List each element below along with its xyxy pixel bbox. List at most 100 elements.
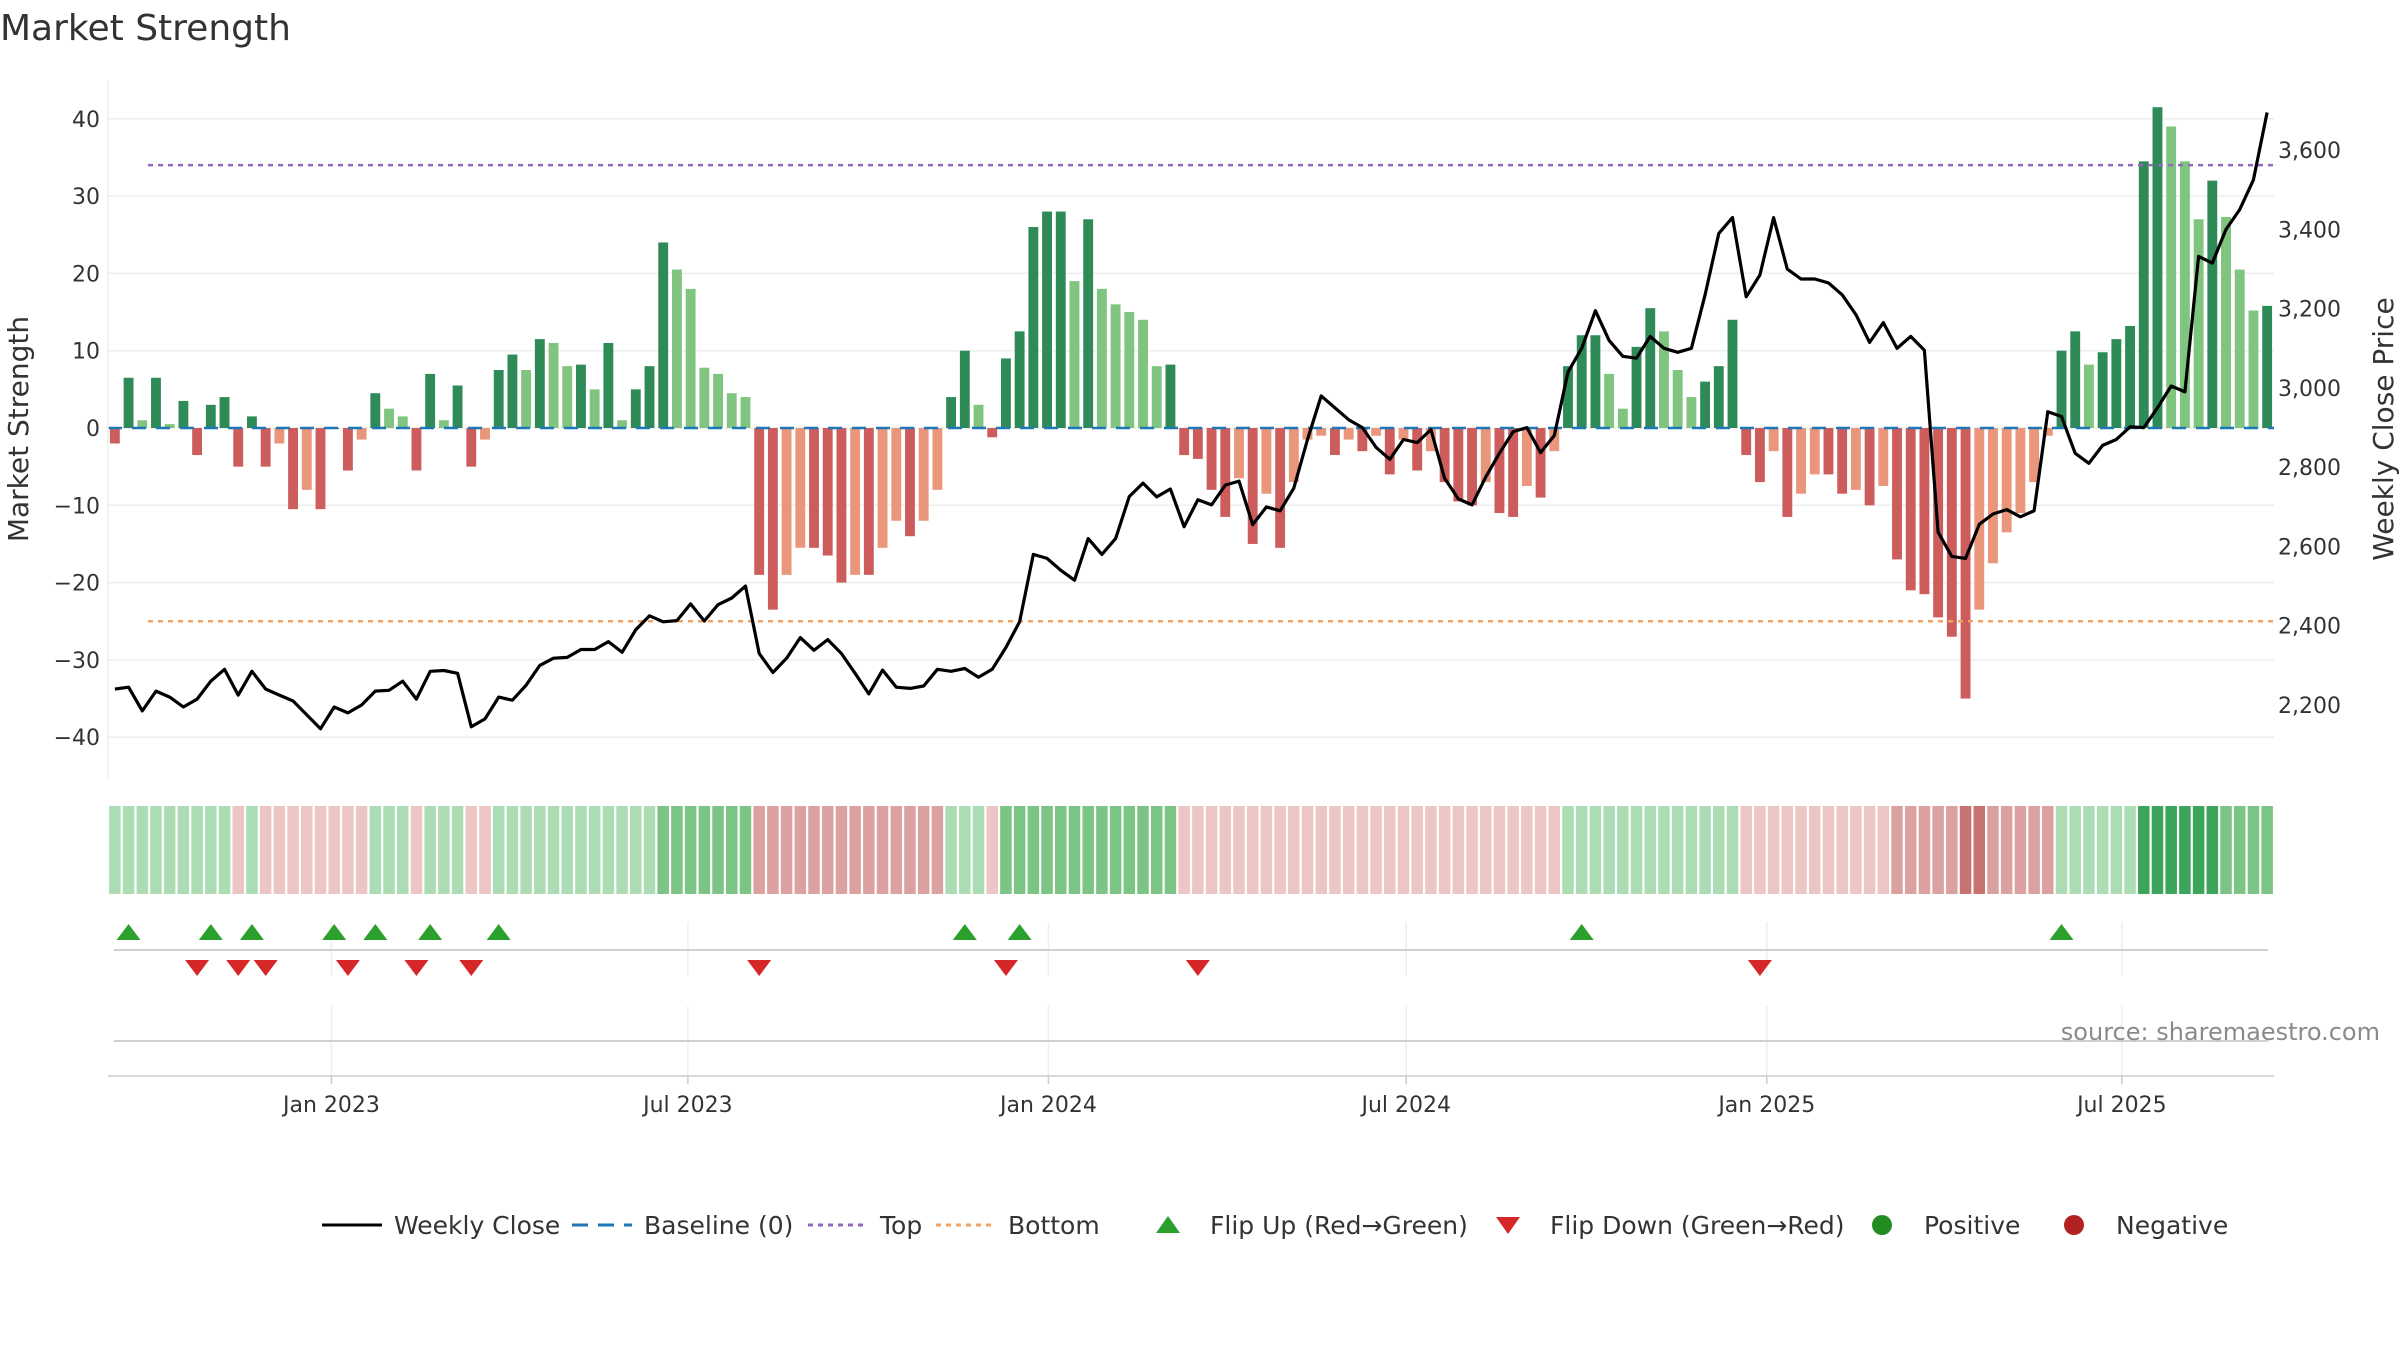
regime-cell <box>1384 806 1396 894</box>
regime-cell <box>1233 806 1245 894</box>
strength-bar <box>205 404 216 428</box>
strength-bar <box>1809 428 1820 475</box>
regime-cell <box>1630 806 1643 894</box>
strength-bar <box>1357 428 1368 452</box>
regime-cell <box>698 806 711 894</box>
right-tick-label: 3,400 <box>2278 218 2341 243</box>
regime-cell <box>2247 806 2260 894</box>
triangle-down-icon <box>1496 1217 1520 1234</box>
regime-cell <box>671 806 683 894</box>
regime-cell <box>1877 806 1890 894</box>
strength-bars <box>109 107 2273 699</box>
strength-bar <box>1713 366 1724 428</box>
strength-bar <box>2001 428 2012 533</box>
regime-cell <box>1068 806 1081 894</box>
regime-cell <box>506 806 519 894</box>
strength-bar <box>987 428 998 438</box>
legend-item-positive: Positive <box>1872 1211 2020 1240</box>
flip-down-marker <box>226 960 251 976</box>
strength-bar <box>630 389 641 428</box>
right-tick-label: 3,200 <box>2278 298 2341 323</box>
regime-cell <box>2138 806 2150 894</box>
strength-bar <box>836 428 847 583</box>
regime-cell <box>1850 806 1862 894</box>
strength-bar <box>822 428 833 556</box>
regime-cell <box>863 806 875 894</box>
strength-bar <box>2015 428 2026 514</box>
regime-cell <box>1575 806 1588 894</box>
legend-label: Negative <box>2116 1211 2228 1240</box>
regime-cell <box>205 806 217 894</box>
regime-cell <box>438 806 450 894</box>
strength-bar <box>260 428 271 467</box>
regime-cell <box>712 806 724 894</box>
strength-bar <box>1754 428 1765 483</box>
regime-cell <box>1767 806 1780 894</box>
strength-bar <box>905 428 915 537</box>
regime-cell <box>1219 806 1232 894</box>
regime-cell <box>479 806 491 894</box>
regime-cell <box>2110 806 2123 894</box>
regime-cell <box>616 806 628 894</box>
regime-cell <box>602 806 615 894</box>
regime-cell <box>246 806 258 894</box>
strength-bar <box>2070 331 2081 428</box>
strength-bar <box>1645 308 1656 428</box>
strength-bar <box>274 428 285 444</box>
flip-down-marker <box>404 960 429 976</box>
legend-label: Bottom <box>1008 1211 1100 1240</box>
regime-cell <box>1918 806 1931 894</box>
regime-cell <box>821 806 834 894</box>
flip-up-marker <box>1569 924 1594 940</box>
regime-band-panel <box>109 806 2273 894</box>
legend-label: Flip Down (Green→Red) <box>1550 1211 1845 1240</box>
strength-bar <box>1151 366 1162 428</box>
regime-cell <box>1726 806 1739 894</box>
regime-cell <box>1137 806 1149 894</box>
strength-bar <box>1974 428 1985 610</box>
regime-cell <box>1836 806 1848 894</box>
regime-cell <box>2096 806 2109 894</box>
regime-cell <box>808 806 820 894</box>
regime-cell <box>1260 806 1273 894</box>
regime-cell <box>218 806 231 894</box>
regime-cell <box>273 806 286 894</box>
regime-cell <box>643 806 656 894</box>
strength-bar <box>425 373 436 428</box>
regime-cell <box>876 806 889 894</box>
regime-cell <box>1041 806 1053 894</box>
regime-cell <box>835 806 848 894</box>
regime-cell <box>1685 806 1698 894</box>
circle-icon <box>1872 1215 1892 1235</box>
regime-cell <box>1096 806 1108 894</box>
strength-bar <box>1617 408 1628 428</box>
regime-cell <box>122 806 135 894</box>
right-tick-label: 3,000 <box>2278 377 2341 402</box>
strength-bar <box>356 428 367 440</box>
strength-bar <box>247 416 257 428</box>
regime-cell <box>136 806 149 894</box>
regime-cell <box>259 806 272 894</box>
left-tick-label: 10 <box>72 340 100 365</box>
strength-bar <box>2152 107 2163 428</box>
strength-bar <box>480 428 490 440</box>
regime-cell <box>2000 806 2013 894</box>
strength-bar <box>617 420 628 428</box>
legend-label: Flip Up (Red→Green) <box>1210 1211 1468 1240</box>
regime-cell <box>2042 806 2054 894</box>
regime-cell <box>465 806 478 894</box>
strength-bar <box>918 428 929 521</box>
right-tick-label: 3,600 <box>2278 139 2341 164</box>
strength-bar <box>767 428 778 610</box>
regime-cell <box>301 806 313 894</box>
regime-cell <box>1205 806 1218 894</box>
regime-cell <box>410 806 423 894</box>
strength-bar <box>1398 428 1409 440</box>
strength-bar <box>1192 428 1203 459</box>
strength-bar <box>384 408 394 428</box>
regime-cell <box>1658 806 1670 894</box>
regime-cell <box>684 806 697 894</box>
strength-bar <box>726 393 737 428</box>
strength-bar <box>562 366 573 428</box>
legend-item-bottom: Bottom <box>936 1211 1100 1240</box>
